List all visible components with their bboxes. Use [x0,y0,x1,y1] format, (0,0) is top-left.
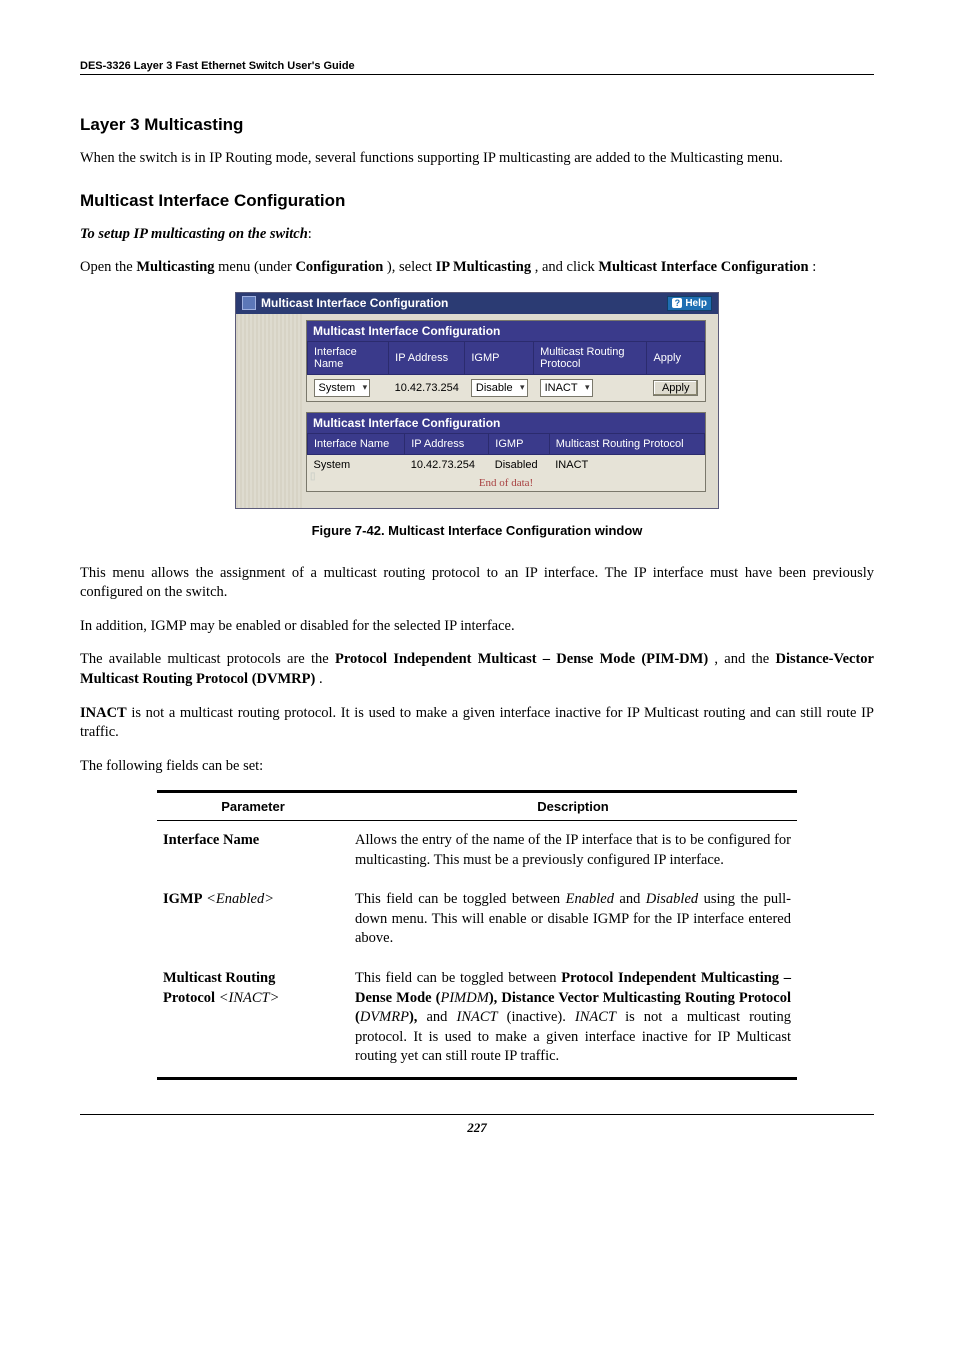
footer-divider [80,1114,874,1115]
run: and [417,1009,456,1025]
th-mrp: Multicast Routing Protocol [534,341,647,374]
para-fields: The following fields can be set: [80,757,874,777]
parameter-table: Parameter Description Interface Name All… [157,790,797,1080]
figure-caption: Figure 7-42. Multicast Interface Configu… [80,523,874,538]
para-assign: This menu allows the assignment of a mul… [80,564,874,603]
page-footer: 227 [80,1114,874,1137]
run: This field can be toggled between [355,891,566,907]
param-label: IGMP <Enabled> [157,880,349,959]
ifname-select[interactable]: System [314,379,371,397]
config-table-editable: Interface Name IP Address IGMP Multicast… [307,341,705,401]
label-ital: <INACT> [215,990,279,1006]
para-open-menu: Open the Multicasting menu (under Config… [80,258,874,278]
col-description: Description [349,792,797,821]
run: The available multicast protocols are th… [80,651,335,667]
col-parameter: Parameter [157,792,349,821]
label-ital: <Enabled> [202,891,274,907]
window-title: Multicast Interface Configuration [261,296,448,310]
label-bold: Interface Name [163,832,259,848]
divider [80,74,874,75]
run: and [614,891,646,907]
heading-layer3: Layer 3 Multicasting [80,115,874,135]
table-row: System 10.42.73.254 Disable INACT Apply [308,374,705,401]
page-number: 227 [467,1120,487,1135]
para-inact: INACT is not a multicast routing protoco… [80,704,874,743]
run-ital: DVMRP [360,1009,409,1025]
help-icon: ? [672,298,682,308]
th-mrp: Multicast Routing Protocol [549,433,704,454]
config-panel-editable: Multicast Interface Configuration Interf… [306,320,706,402]
th-ifname: Interface Name [308,433,405,454]
para-protocols: The available multicast protocols are th… [80,650,874,689]
table-row: IGMP <Enabled> This field can be toggled… [157,880,797,959]
igmp-cell: Disabled [489,454,549,475]
igmp-select[interactable]: Disable [471,379,528,397]
run: menu (under [218,259,295,275]
end-of-data: End of data! [307,475,705,491]
th-ip: IP Address [405,433,489,454]
panel-title: Multicast Interface Configuration [307,413,705,433]
th-ip: IP Address [389,341,465,374]
run: Open the [80,259,136,275]
ifname-cell: System [308,454,405,475]
run: is not a multicast routing protocol. It … [80,705,874,741]
table-row: Interface Name Allows the entry of the n… [157,821,797,881]
th-igmp: IGMP [489,433,549,454]
mrp-cell: INACT [549,454,704,475]
run: , and click [535,259,599,275]
heading-mic: Multicast Interface Configuration [80,191,874,211]
config-table-readonly: Interface Name IP Address IGMP Multicast… [307,433,705,475]
th-ifname: Interface Name [308,341,389,374]
apply-button[interactable]: Apply [653,380,699,396]
window-titlebar: Multicast Interface Configuration ? Help [236,293,718,314]
th-apply: Apply [647,341,705,374]
run: , and the [714,651,775,667]
param-label: Interface Name [157,821,349,881]
ip-cell: 10.42.73.254 [405,454,489,475]
label-bold: IGMP [163,891,202,907]
run: ), select [387,259,436,275]
run-bold: Configuration [295,259,383,275]
panel-title: Multicast Interface Configuration [307,321,705,341]
window-body: Multicast Interface Configuration Interf… [236,314,718,508]
label-bold: Protocol [163,990,215,1006]
param-desc: This field can be toggled between Protoc… [349,959,797,1078]
run: (inactive). [498,1009,575,1025]
guide-title: DES-3326 Layer 3 Fast Ethernet Switch Us… [80,60,874,72]
run: : [812,259,816,275]
param-desc: This field can be toggled between Enable… [349,880,797,959]
run-bold: Multicasting [136,259,214,275]
run-bold: IP Multicasting [436,259,531,275]
label-bold: Multicast Routing [163,970,275,986]
help-button[interactable]: ? Help [667,296,712,311]
table-row: Multicast Routing Protocol <INACT> This … [157,959,797,1078]
help-label: Help [685,298,707,309]
run-ital: PIMDM [440,990,488,1006]
run-ital: Disabled [646,891,698,907]
run: This field can be toggled between [355,970,561,986]
mrp-select[interactable]: INACT [540,379,593,397]
run-ital: INACT [457,1009,498,1025]
run: . [319,671,323,687]
subhead-tail: : [308,226,312,242]
table-row: System 10.42.73.254 Disabled INACT [308,454,705,475]
screenshot-window: Multicast Interface Configuration ? Help… [235,292,719,509]
subhead-setup: To setup IP multicasting on the switch: [80,225,874,245]
subhead-em: To setup IP multicasting on the switch [80,226,308,242]
config-panel-readonly: Multicast Interface Configuration Interf… [306,412,706,492]
ip-cell: 10.42.73.254 [389,374,465,401]
run-ital: Enabled [566,891,614,907]
th-igmp: IGMP [465,341,534,374]
run-bold: Protocol Independent Multicast – Dense M… [335,651,708,667]
window-icon [242,296,256,310]
param-desc: Allows the entry of the name of the IP i… [349,821,797,881]
run-bold: INACT [80,705,127,721]
para-igmp: In addition, IGMP may be enabled or disa… [80,617,874,637]
param-label: Multicast Routing Protocol <INACT> [157,959,349,1078]
para-l3-intro: When the switch is in IP Routing mode, s… [80,149,874,169]
run-bold: Multicast Interface Configuration [598,259,808,275]
run-ital: INACT [575,1009,616,1025]
